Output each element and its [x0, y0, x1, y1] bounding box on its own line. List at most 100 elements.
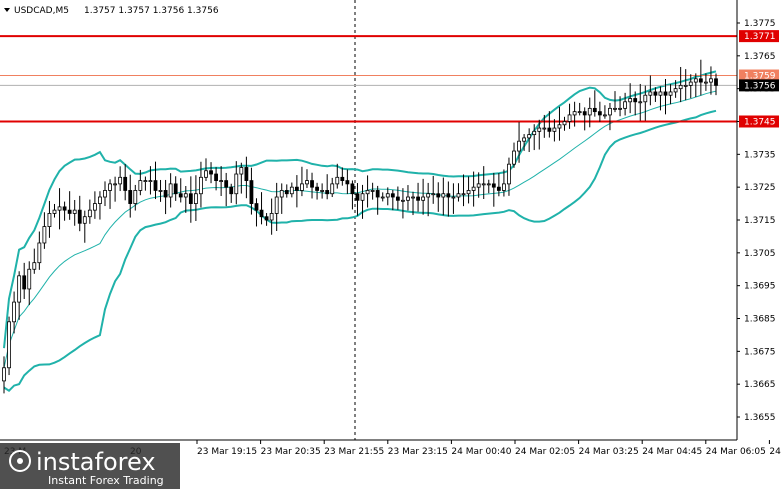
candle: [7, 316, 11, 376]
y-tick-label: 1.3665: [744, 380, 776, 390]
candle: [390, 189, 395, 211]
current-price-label: 1.3756: [744, 81, 776, 91]
candle-body: [431, 193, 436, 196]
candle: [128, 174, 133, 218]
candle: [163, 179, 168, 215]
collapse-triangle-icon[interactable]: [4, 8, 10, 12]
candle: [704, 73, 708, 91]
candle-body: [193, 193, 198, 204]
candle: [199, 161, 203, 208]
candle: [108, 179, 112, 209]
candle-body: [406, 196, 410, 201]
candle: [441, 177, 446, 216]
candle: [274, 182, 279, 231]
candle-body: [123, 176, 128, 191]
ohlc-values: 1.3757 1.3757 1.3756 1.3756: [84, 6, 219, 16]
candle-body: [714, 78, 718, 86]
candle-body: [658, 91, 663, 96]
candle: [340, 167, 345, 186]
candle-body: [12, 301, 16, 323]
candle: [648, 75, 653, 106]
level-tag-label: 1.3759: [744, 72, 776, 82]
candle: [98, 191, 102, 220]
candle: [305, 169, 309, 189]
current-price-tag: [739, 79, 779, 92]
candle-body: [22, 275, 27, 290]
y-tick-label: 1.3725: [744, 183, 776, 193]
candle: [517, 122, 521, 163]
candle: [72, 199, 77, 226]
candle: [335, 163, 340, 189]
candle: [668, 84, 673, 105]
candle-body: [608, 107, 612, 116]
candle-body: [289, 186, 294, 195]
candle-body: [668, 91, 673, 96]
candle-body: [582, 111, 587, 116]
x-tick-label: 24 Mar 07:25: [769, 447, 781, 457]
candle: [279, 183, 284, 214]
candle-body: [294, 186, 299, 191]
bollinger-lower-band: [3, 109, 717, 392]
candle: [658, 86, 663, 111]
candle-body: [587, 107, 592, 116]
candle-body: [496, 186, 501, 191]
candle: [173, 176, 178, 201]
candle-body: [249, 180, 254, 204]
candle-body: [143, 180, 148, 182]
candle-body: [325, 190, 330, 195]
candle-body: [678, 84, 683, 90]
instaforex-logo-icon: [9, 450, 31, 472]
candle: [572, 101, 577, 127]
candle: [148, 166, 153, 195]
x-tick-label: 23 Mar 21:55: [324, 447, 384, 457]
candle: [603, 105, 607, 119]
candle-body: [158, 190, 163, 192]
candle-body: [345, 180, 350, 185]
candle-body: [214, 173, 218, 181]
level-tag-resistance: [739, 30, 779, 43]
x-tick-label: 23 Mar 20:35: [261, 447, 321, 457]
candle-body: [623, 101, 628, 109]
candle-body: [118, 176, 123, 185]
candle: [87, 199, 92, 224]
candle: [320, 183, 325, 199]
candle-body: [128, 190, 133, 204]
candle: [12, 291, 16, 334]
candle: [22, 262, 27, 299]
candle-body: [153, 180, 158, 191]
candle-body: [698, 78, 703, 83]
candle-body: [481, 183, 486, 186]
candle-body: [704, 81, 708, 84]
y-tick-label: 1.3765: [744, 52, 776, 62]
candle-body: [522, 137, 527, 142]
candle: [17, 271, 22, 320]
candle-body: [507, 163, 511, 185]
candle: [683, 69, 688, 101]
candle-body: [663, 91, 668, 96]
candle: [476, 172, 481, 198]
candle: [193, 175, 198, 221]
candle: [421, 178, 426, 215]
candle-body: [380, 196, 385, 199]
candle: [294, 175, 299, 208]
candle: [537, 119, 542, 150]
candle-body: [57, 206, 62, 211]
candle-body: [517, 140, 521, 152]
candle: [67, 191, 72, 220]
candle: [638, 83, 643, 121]
candle: [547, 111, 552, 138]
candle-body: [512, 150, 516, 165]
candle: [693, 73, 698, 98]
candle: [57, 188, 62, 230]
candle-body: [103, 190, 107, 198]
candle-body: [441, 193, 446, 198]
candle: [451, 183, 456, 214]
candle: [456, 183, 461, 202]
candle-body: [401, 199, 405, 202]
candle-body: [562, 121, 567, 126]
candle-body: [683, 84, 688, 87]
candle: [355, 183, 360, 216]
candle-body: [254, 203, 259, 211]
candle: [436, 182, 441, 212]
